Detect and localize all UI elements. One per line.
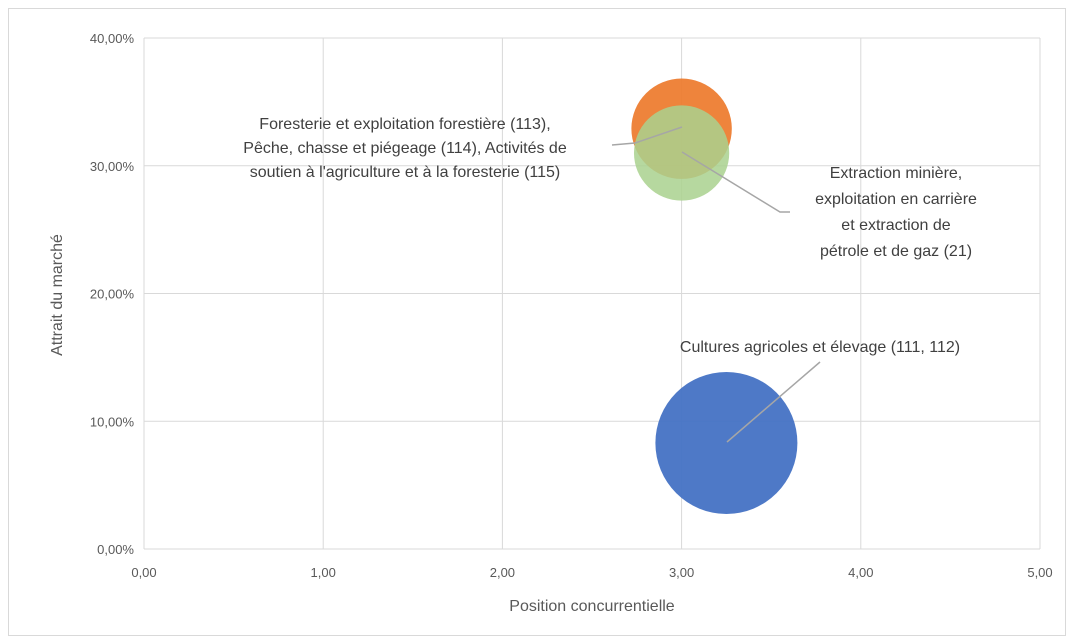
bubble-label: Foresterie et exploitation forestière (1… (259, 116, 550, 133)
callout-leader-line (726, 361, 821, 443)
x-axis-title: Position concurrentielle (509, 598, 675, 615)
y-tick-label: 30,00% (90, 159, 135, 174)
x-tick-label: 0,00 (131, 565, 156, 580)
y-tick-label: 0,00% (97, 542, 134, 557)
bubble-label: Pêche, chasse et piégeage (114), Activit… (243, 140, 567, 157)
callout-leader-line (611, 126, 683, 146)
x-tick-label: 1,00 (311, 565, 336, 580)
gridlines (143, 37, 1041, 550)
bubble-label: Cultures agricoles et élevage (111, 112) (680, 339, 960, 356)
bubble (655, 371, 798, 514)
y-tick-label: 10,00% (90, 414, 135, 429)
bubble (633, 105, 730, 201)
x-tick-label: 4,00 (848, 565, 873, 580)
chart-frame (8, 8, 1066, 636)
y-axis-ticks: 0,00% 10,00% 20,00% 30,00% 40,00% (90, 31, 135, 557)
callout-leaders (611, 126, 821, 443)
callout-leader-line (681, 151, 790, 213)
bubble-label: exploitation en carrière (815, 191, 977, 208)
x-tick-label: 3,00 (669, 565, 694, 580)
bubbles (631, 78, 798, 514)
bubble-label: pétrole et de gaz (21) (820, 243, 972, 260)
x-tick-label: 5,00 (1027, 565, 1052, 580)
x-tick-label: 2,00 (490, 565, 515, 580)
bubble-label: soutien à l'agriculture et à la forester… (250, 164, 560, 181)
bubble-label: Extraction minière, (830, 165, 963, 182)
bubble-label: et extraction de (841, 217, 951, 234)
y-tick-label: 20,00% (90, 287, 135, 302)
x-axis-ticks: 0,00 1,00 2,00 3,00 4,00 5,00 (131, 565, 1052, 580)
y-axis-title: Attrait du marché (49, 234, 66, 356)
y-tick-label: 40,00% (90, 31, 135, 46)
callouts: Cultures agricoles et élevage (111, 112)… (243, 116, 977, 356)
